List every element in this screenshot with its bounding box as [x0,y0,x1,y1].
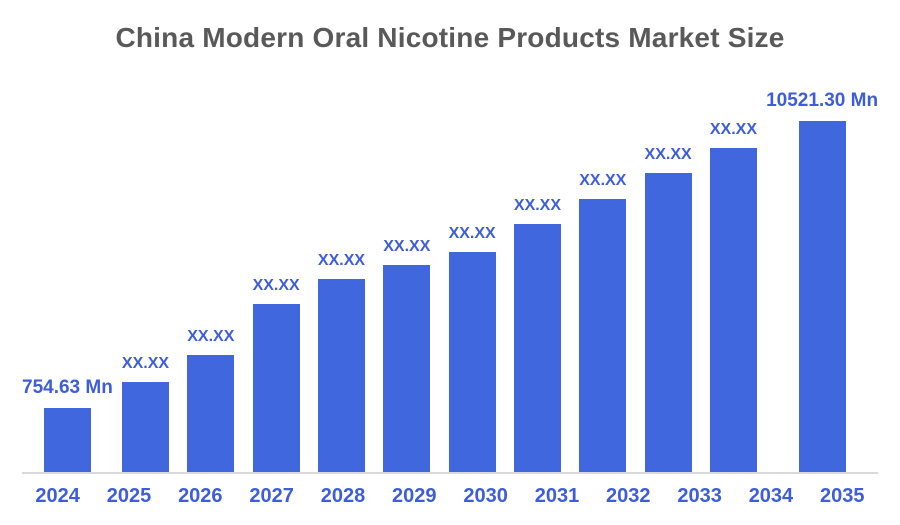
bar-2025 [121,382,169,472]
bar-2032 [579,199,627,472]
bar-column-2025: XX.XX [113,80,178,472]
x-axis-label-2030: 2030 [463,485,508,507]
bar-column-2032: XX.XX [570,80,635,472]
bar-value-label-2024: 754.63 Mn [22,377,113,399]
bar-2029 [383,265,431,472]
bar-value-label-2027: XX.XX [252,277,300,295]
bar-column-2029: XX.XX [374,80,439,472]
plot-area: 754.63 Mn XX.XX XX.XX XX.XX XX.XX XX.XX XX.XX X… [22,80,878,474]
bar-2035 [798,121,846,472]
bar-value-label-2031: XX.XX [513,197,562,215]
bar-value-label-2029: XX.XX [383,238,431,256]
bar-2034 [709,148,757,472]
x-axis-label-2028: 2028 [320,485,366,507]
bar-value-label-2026: XX.XX [187,328,235,346]
bar-column-2028: XX.XX [309,80,374,472]
bar-column-2027: XX.XX [243,80,308,472]
bar-column-2035: 10521.30 Mn [766,80,878,472]
bar-2028 [317,279,365,472]
bar-column-2031: XX.XX [505,80,570,472]
bar-value-label-2025: XX.XX [121,355,170,373]
x-axis-label-2032: 2032 [606,485,651,507]
bar-value-label-2028: XX.XX [317,252,366,270]
x-axis-label-2034: 2034 [748,485,794,507]
bar-column-2033: XX.XX [635,80,700,472]
bar-column-2034: XX.XX [701,80,766,472]
bar-2026 [187,355,235,472]
x-axis-line [22,472,878,474]
bar-value-label-2032: XX.XX [579,172,627,190]
x-axis-label-2027: 2027 [249,485,294,507]
bar-column-2026: XX.XX [178,80,243,472]
bar-2030 [448,252,496,472]
bar-column-2030: XX.XX [439,80,504,472]
bar-value-label-2034: XX.XX [709,121,758,139]
bar-column-2024: 754.63 Mn [22,80,113,472]
bar-value-label-2035: 10521.30 Mn [766,90,879,112]
x-axis-label-2029: 2029 [392,485,437,507]
x-axis-label-2035: 2035 [820,485,865,507]
x-axis-label-2025: 2025 [106,485,152,507]
bar-value-label-2033: XX.XX [644,146,692,164]
chart-title: China Modern Oral Nicotine Products Mark… [115,22,785,53]
bar-2033 [644,173,692,472]
bar-value-label-2030: XX.XX [448,225,496,243]
x-axis-label-2026: 2026 [178,485,223,507]
bar-2024 [43,408,91,472]
x-axis-label-2033: 2033 [677,485,722,507]
bar-2031 [513,224,561,472]
x-axis-label-2031: 2031 [534,485,580,507]
x-axis-labels: 2024 2025 2026 2027 2028 2029 2030 2031 2032 2033… [22,486,878,506]
x-axis-label-2024: 2024 [35,485,80,507]
bar-2027 [252,304,300,472]
